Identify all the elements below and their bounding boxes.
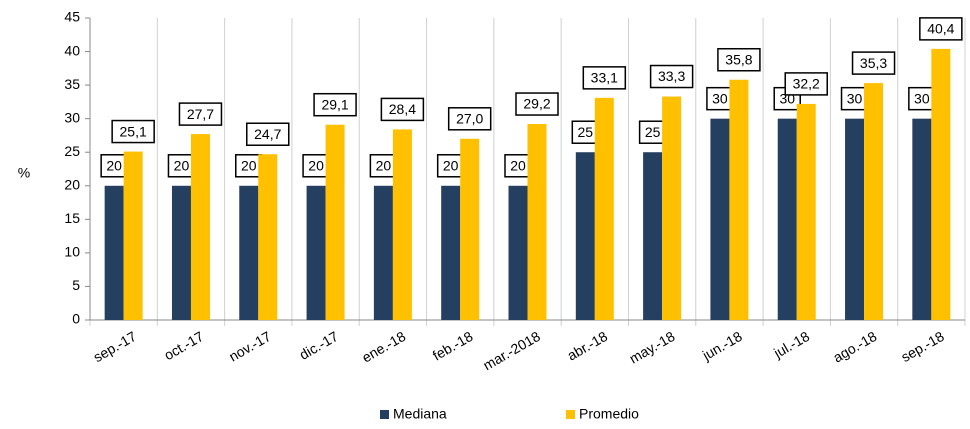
y-tick-label: 20	[64, 176, 80, 192]
value-label-box	[178, 102, 223, 126]
bar	[441, 185, 461, 320]
bar	[864, 83, 884, 320]
value-label: 20	[376, 157, 392, 173]
x-tick-label: may.-18	[627, 328, 678, 367]
y-tick-label: 10	[64, 244, 80, 260]
x-tick-label: dic.-17	[297, 328, 342, 363]
x-tick-label: sep.-18	[898, 328, 947, 365]
y-tick-label: 5	[72, 277, 80, 293]
value-label: 29,1	[321, 96, 348, 112]
value-label: 30	[712, 90, 728, 106]
bar	[392, 129, 412, 320]
value-label: 20	[174, 157, 190, 173]
legend-label: Promedio	[579, 406, 639, 422]
value-label: 40,4	[927, 21, 954, 37]
bar	[373, 185, 393, 320]
x-tick-label: mar.-2018	[480, 328, 543, 373]
bar	[527, 124, 547, 320]
y-tick-label: 45	[64, 9, 80, 25]
y-tick-label: 30	[64, 109, 80, 125]
bar	[594, 97, 614, 321]
value-label: 30	[914, 90, 930, 106]
value-label: 30	[847, 90, 863, 106]
value-label-box	[515, 92, 559, 116]
value-label: 20	[106, 157, 122, 173]
bar	[912, 118, 932, 321]
value-label-box	[784, 72, 828, 96]
value-label: 25,1	[120, 123, 147, 139]
bar	[931, 48, 951, 320]
value-label: 25	[645, 124, 661, 140]
value-label: 27,7	[187, 106, 214, 122]
bar	[508, 185, 528, 320]
x-tick-label: feb.-18	[430, 328, 476, 364]
x-tick-label: ene.-18	[359, 328, 408, 366]
value-label: 33,1	[591, 70, 618, 86]
bar	[123, 151, 143, 320]
value-label: 35,3	[860, 55, 887, 71]
x-tick-label: sep.-17	[91, 328, 140, 365]
bar	[845, 118, 865, 321]
bar	[729, 79, 749, 321]
value-label-box	[111, 119, 155, 144]
value-label-box	[447, 107, 492, 131]
y-tick-label: 0	[72, 311, 80, 327]
x-tick-label: abr.-18	[564, 328, 610, 364]
bar	[239, 185, 259, 320]
bar	[575, 152, 595, 320]
value-label: 20	[308, 157, 324, 173]
value-label: 27,0	[456, 111, 483, 127]
value-label: 20	[510, 157, 526, 173]
y-tick-label: 35	[64, 76, 80, 92]
value-label-box	[717, 47, 761, 72]
bar	[190, 134, 210, 320]
bar	[710, 118, 730, 321]
legend-swatch	[380, 410, 389, 419]
bar	[104, 185, 124, 320]
bar	[643, 152, 663, 320]
bar	[796, 103, 816, 320]
value-label: 25	[578, 124, 594, 140]
bar	[777, 118, 797, 321]
value-label: 20	[443, 157, 459, 173]
y-tick-label: 15	[64, 210, 80, 226]
value-label-box	[919, 17, 963, 41]
value-label: 33,3	[658, 68, 685, 84]
value-label: 20	[241, 157, 257, 173]
bar	[171, 185, 191, 320]
value-label-box	[246, 122, 290, 146]
legend-label: Mediana	[393, 406, 447, 422]
bar	[460, 138, 480, 320]
x-tick-label: nov.-17	[226, 328, 274, 365]
value-label: 24,7	[254, 126, 281, 142]
y-tick-label: 40	[64, 42, 80, 58]
value-label-box	[380, 97, 425, 122]
value-label: 28,4	[389, 101, 416, 117]
x-tick-label: oct.-17	[161, 328, 206, 363]
value-label: 32,2	[793, 76, 820, 92]
y-axis-label: %	[18, 165, 30, 181]
y-tick-label: 25	[64, 143, 80, 159]
legend-swatch	[566, 410, 575, 419]
value-label: 29,2	[523, 96, 550, 112]
value-label-box	[313, 92, 357, 117]
bar	[306, 185, 326, 320]
bar	[662, 96, 682, 321]
x-tick-label: jun.-18	[699, 328, 745, 364]
bar	[258, 154, 278, 320]
value-label-box	[582, 66, 627, 90]
value-label: 35,8	[725, 51, 752, 67]
value-label-box	[851, 51, 896, 75]
value-label-box	[649, 64, 694, 89]
bar	[325, 124, 345, 320]
x-tick-label: jul.-18	[770, 328, 812, 362]
x-tick-label: ago.-18	[830, 328, 879, 366]
